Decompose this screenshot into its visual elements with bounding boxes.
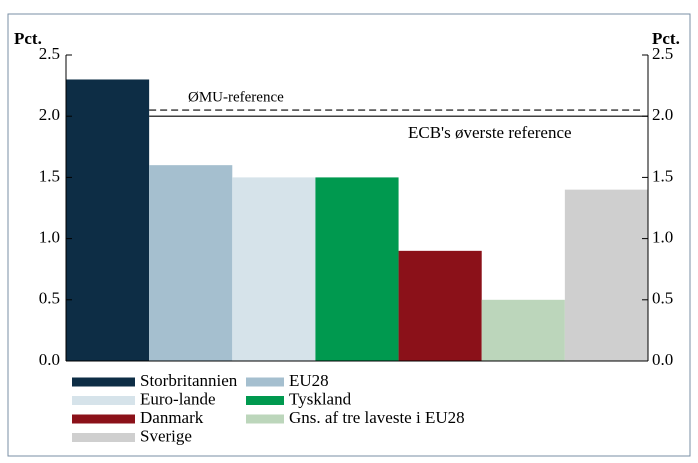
- legend-swatch: [246, 396, 284, 405]
- y2-tick-label: 0.0: [652, 350, 673, 369]
- bar: [149, 165, 233, 361]
- legend-swatch: [72, 377, 135, 387]
- legend-label: Sverige: [140, 426, 192, 445]
- y2-tick-label: 2.5: [652, 44, 673, 63]
- bar: [481, 299, 565, 361]
- legend-label: Tyskland: [289, 389, 352, 408]
- y2-tick-label: 0.5: [652, 289, 673, 308]
- y-tick-label: 1.0: [39, 228, 60, 247]
- bar: [232, 177, 316, 361]
- legend-swatch: [72, 433, 135, 442]
- bar: [398, 250, 482, 361]
- legend-label: Storbritannien: [140, 371, 238, 390]
- y-axis-label: Pct.: [14, 29, 42, 48]
- legend-label: Danmark: [140, 408, 204, 427]
- y2-tick-label: 2.0: [652, 105, 673, 124]
- y2-tick-label: 1.5: [652, 166, 673, 185]
- legend-swatch: [72, 396, 135, 405]
- legend-swatch: [72, 414, 135, 424]
- y-tick-label: 2.5: [39, 44, 60, 63]
- reference-label: ØMU-reference: [188, 90, 284, 106]
- y-tick-label: 0.5: [39, 289, 60, 308]
- bar: [315, 177, 399, 361]
- y-tick-label: 2.0: [39, 105, 60, 124]
- y-tick-label: 0.0: [39, 350, 60, 369]
- y-tick-label: 1.5: [39, 166, 60, 185]
- chart-frame: [7, 13, 691, 457]
- reference-label: ECB's øverste reference: [408, 123, 572, 142]
- legend-label: Euro-lande: [140, 389, 216, 408]
- legend-label: EU28: [289, 371, 329, 390]
- legend-swatch: [246, 414, 284, 424]
- bar: [66, 79, 150, 361]
- y2-tick-label: 1.0: [652, 228, 673, 247]
- bar: [564, 189, 648, 361]
- legend-label: Gns. af tre laveste i EU28: [289, 408, 465, 427]
- y2-axis-label: Pct.: [652, 29, 680, 48]
- legend-swatch: [246, 377, 284, 387]
